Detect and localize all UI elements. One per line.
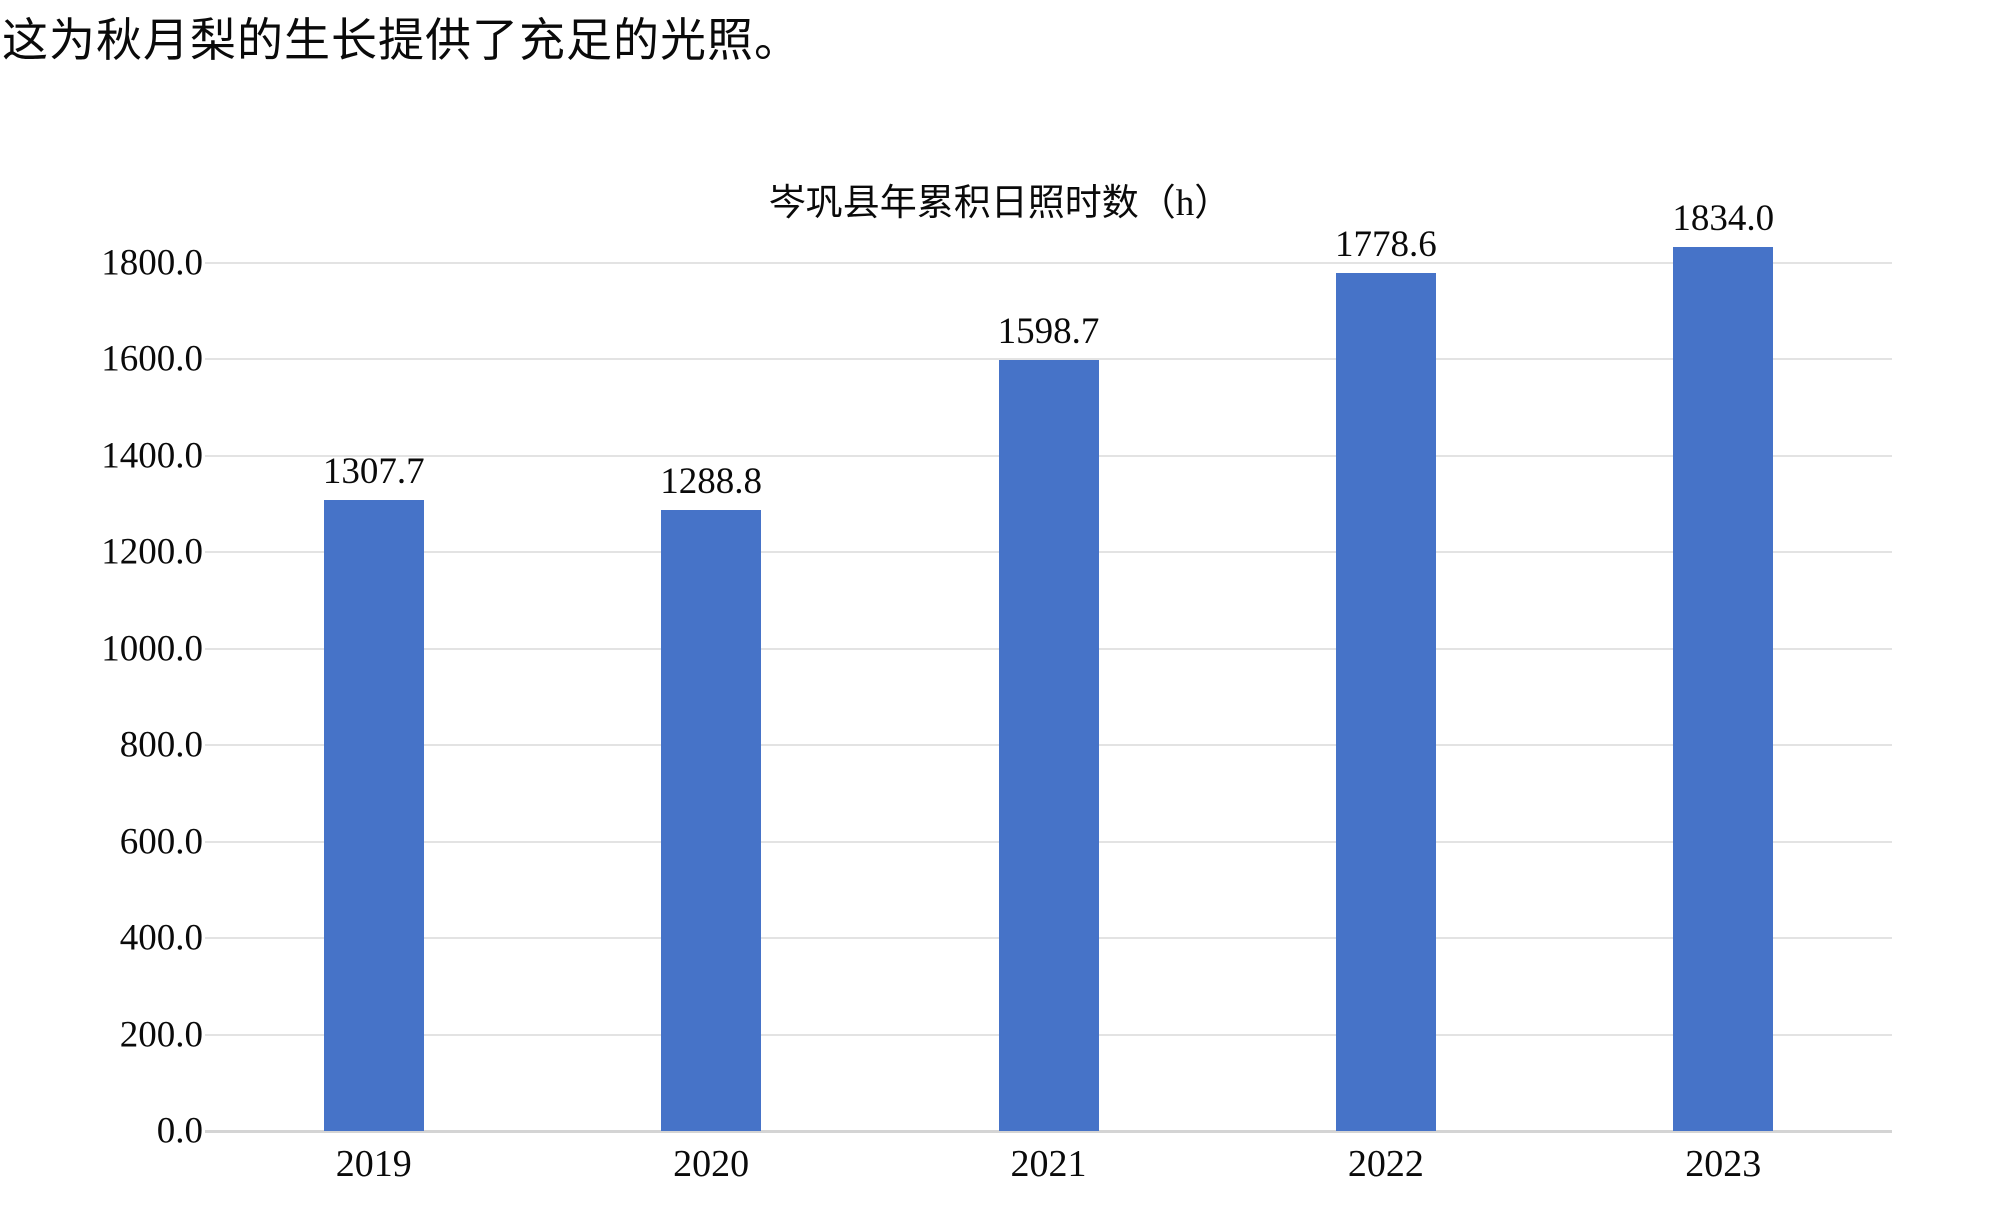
bar-value-label: 1598.7 bbox=[997, 311, 1100, 353]
paragraph-text: 这为秋月梨的生长提供了充足的光照。 bbox=[2, 15, 801, 66]
x-axis-tick-label: 2019 bbox=[335, 1143, 412, 1185]
y-axis-tick-label: 1600.0 bbox=[101, 338, 203, 380]
x-axis-line bbox=[205, 1130, 1892, 1133]
bar-value-label: 1778.6 bbox=[1335, 224, 1437, 266]
y-axis-tick-label: 1400.0 bbox=[101, 435, 203, 477]
bar-2020 bbox=[661, 509, 762, 1131]
x-axis-tick-label: 2020 bbox=[673, 1143, 750, 1185]
y-axis-tick-label: 1000.0 bbox=[101, 628, 203, 670]
y-axis-tick-label: 600.0 bbox=[119, 821, 203, 863]
bar-2022 bbox=[1335, 273, 1436, 1131]
y-axis-tick-label: 0.0 bbox=[156, 1110, 203, 1152]
x-axis-tick-label: 2021 bbox=[1010, 1143, 1087, 1185]
y-axis-tick-label: 1800.0 bbox=[101, 242, 203, 284]
y-axis-tick-label: 800.0 bbox=[119, 724, 203, 766]
y-axis-tick-label: 200.0 bbox=[119, 1014, 203, 1056]
y-axis-tick-label: 1200.0 bbox=[101, 531, 203, 573]
chart-title: 岑巩县年累积日照时数（h） bbox=[768, 183, 1232, 224]
bar-value-label: 1288.8 bbox=[660, 460, 762, 502]
y-axis-tick-label: 400.0 bbox=[119, 917, 203, 959]
bar-value-label: 1307.7 bbox=[322, 451, 425, 493]
x-axis-tick-label: 2022 bbox=[1347, 1143, 1424, 1185]
bar-value-label: 1834.0 bbox=[1672, 197, 1775, 239]
x-axis-tick-label: 2023 bbox=[1685, 1143, 1762, 1185]
gridline bbox=[205, 262, 1892, 264]
bar-2019 bbox=[323, 500, 424, 1131]
bar-2023 bbox=[1673, 246, 1774, 1131]
gridline bbox=[205, 358, 1892, 361]
bar-2021 bbox=[998, 360, 1099, 1131]
